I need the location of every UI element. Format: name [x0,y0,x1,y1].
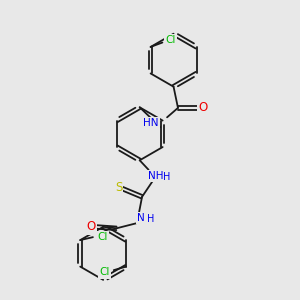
Text: S: S [115,182,122,194]
Text: H: H [147,214,155,224]
Text: NH: NH [148,171,163,181]
Text: H: H [163,172,170,182]
Text: N: N [137,213,145,223]
Text: Cl: Cl [165,34,175,45]
Text: Cl: Cl [99,268,110,278]
Text: Cl: Cl [97,232,107,242]
Text: O: O [86,220,95,233]
Text: O: O [198,101,207,114]
Text: HN: HN [143,118,159,128]
